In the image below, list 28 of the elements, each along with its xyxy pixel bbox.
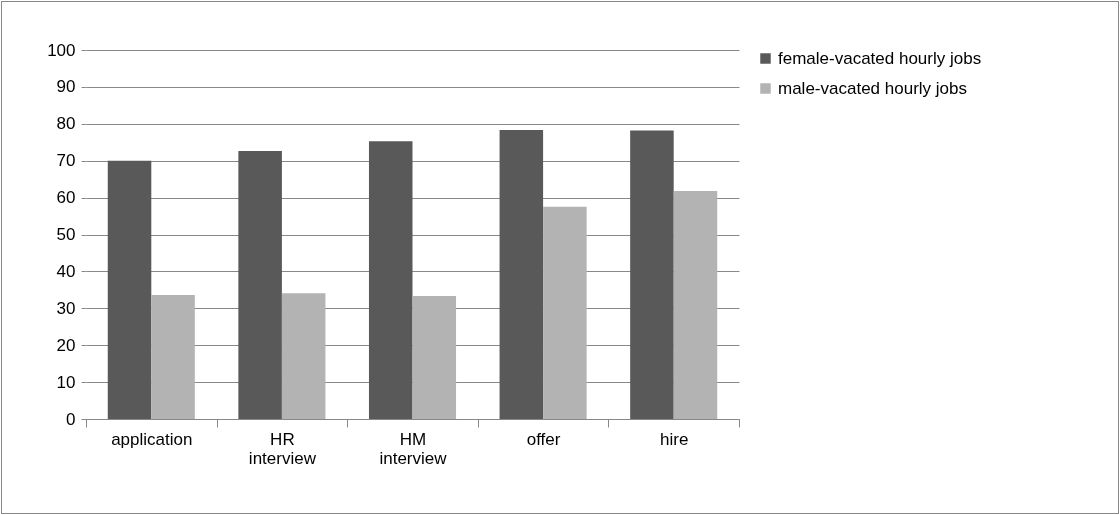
x-tick-label: offer: [526, 429, 561, 449]
bar: [630, 130, 674, 419]
y-tick-label: 90: [56, 77, 76, 97]
bar: [107, 160, 152, 419]
bar: [238, 151, 282, 419]
bar: [543, 206, 587, 419]
legend-label: female-vacated hourly jobs: [778, 48, 982, 68]
legend-label: male-vacated hourly jobs: [778, 78, 967, 98]
bar: [412, 296, 457, 419]
bar: [368, 141, 413, 419]
x-tick-label: HR interview: [248, 429, 317, 468]
y-tick-label: 30: [56, 298, 76, 318]
bar: [673, 190, 718, 419]
bar: [151, 295, 195, 419]
bar: [499, 130, 544, 419]
y-tick-label: 10: [56, 372, 76, 392]
x-tick-label: hire: [660, 429, 689, 449]
y-tick-label: 40: [56, 261, 76, 281]
x-tick-label: application: [111, 429, 193, 449]
y-tick-label: 0: [66, 409, 76, 429]
y-tick-label: 80: [56, 114, 76, 134]
y-tick-label: 50: [56, 225, 76, 244]
y-tick-label: 20: [56, 335, 76, 355]
bar: [281, 293, 326, 419]
x-tick-label: HM interview: [379, 429, 448, 468]
y-tick-label: 100: [47, 40, 76, 60]
y-tick-label: 60: [56, 188, 76, 208]
y-tick-label: 70: [56, 151, 76, 171]
